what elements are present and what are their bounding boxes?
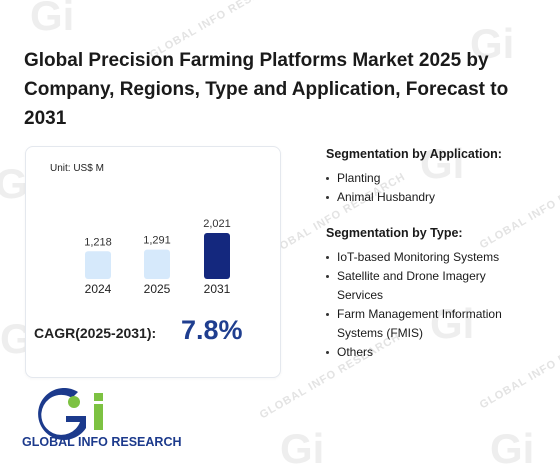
type-item: Satellite and Drone Imagery Services	[326, 267, 526, 305]
logo-g-mark	[38, 388, 86, 440]
value-label: 1,218	[84, 236, 112, 248]
watermark-logo: Gi	[30, 0, 75, 39]
type-item: IoT-based Monitoring Systems	[326, 248, 526, 267]
bar-2025	[144, 249, 170, 279]
category-label: 2031	[204, 282, 231, 296]
logo-dot	[68, 396, 80, 408]
logo-text: GLOBAL INFO RESEARCH	[22, 435, 182, 449]
company-logo: GLOBAL INFO RESEARCH	[22, 388, 182, 449]
logo-i-dot	[94, 393, 103, 401]
bar-chart: 1,218 2024 1,291 2025 2,021 2031	[84, 218, 231, 296]
type-item: Others	[326, 343, 526, 362]
bar-2031	[204, 233, 230, 279]
cagr-label: CAGR(2025-2031):	[34, 325, 157, 341]
application-item: Animal Husbandry	[326, 188, 502, 207]
bar-2024	[85, 251, 111, 279]
report-title: Global Precision Farming Platforms Marke…	[24, 50, 509, 129]
market-size-card: Unit: US$ M 1,218 2024 1,291 2025 2,021 2031 …	[25, 146, 281, 378]
value-label: 2,021	[203, 218, 231, 230]
type-list: IoT-based Monitoring Systems Satellite an…	[326, 248, 526, 362]
segmentation-application: Segmentation by Application: Planting Ani…	[326, 147, 502, 207]
watermark-logo: Gi	[280, 425, 325, 472]
watermark-logo: Gi	[490, 425, 535, 472]
cagr-value: 7.8%	[181, 315, 243, 345]
unit-label: Unit: US$ M	[50, 163, 104, 174]
value-label: 1,291	[143, 235, 171, 247]
category-label: 2024	[85, 282, 112, 296]
application-heading: Segmentation by Application:	[326, 147, 502, 161]
segmentation-type: Segmentation by Type: IoT-based Monitori…	[326, 226, 526, 362]
category-label: 2025	[144, 282, 171, 296]
type-item: Farm Management Information Systems (FMI…	[326, 305, 526, 343]
logo-i-mark	[94, 404, 103, 430]
application-item: Planting	[326, 169, 502, 188]
type-heading: Segmentation by Type:	[326, 226, 463, 240]
application-list: Planting Animal Husbandry	[326, 169, 502, 207]
